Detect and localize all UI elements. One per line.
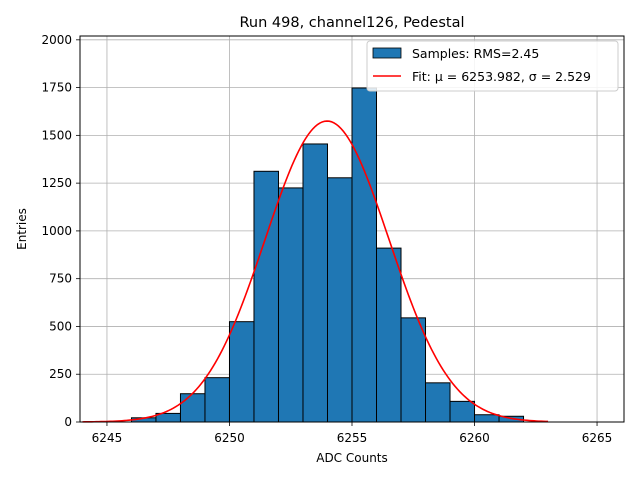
histogram-bar: [277, 187, 304, 423]
y-tick-label: 0: [64, 415, 72, 429]
y-tick-label: 500: [49, 319, 72, 333]
y-tick-label: 750: [49, 272, 72, 286]
histogram-bars: [130, 87, 525, 423]
histogram-bar: [326, 177, 353, 423]
y-tick-label: 2000: [41, 33, 72, 47]
legend-label-histogram: Samples: RMS=2.45: [412, 46, 539, 61]
legend-swatch-histogram: [372, 47, 402, 59]
y-tick-label: 1750: [41, 81, 72, 95]
y-axis-ticks: 0 250 500 750 1000 1250 1500 1750 2000: [41, 33, 80, 429]
histogram-bar: [474, 414, 500, 423]
legend-box: [366, 40, 619, 92]
x-axis-label: ADC Counts: [316, 451, 388, 465]
y-axis-label: Entries: [15, 208, 29, 250]
y-tick-label: 1000: [41, 224, 72, 238]
y-tick-label: 1250: [41, 176, 72, 190]
x-tick-label: 6255: [337, 431, 368, 445]
histogram-bar: [204, 377, 230, 423]
chart-title: Run 498, channel126, Pedestal: [239, 15, 464, 31]
histogram-bar: [425, 382, 451, 423]
histogram-bar: [400, 317, 427, 423]
legend: Samples: RMS=2.45 Fit: μ = 6253.982, σ =…: [366, 40, 619, 92]
x-tick-label: 6250: [214, 431, 245, 445]
y-tick-label: 250: [49, 367, 72, 381]
histogram-bar: [376, 247, 402, 423]
x-tick-label: 6265: [582, 431, 613, 445]
histogram-bar: [449, 400, 476, 423]
histogram-bar: [302, 143, 328, 423]
histogram-bar: [351, 87, 378, 423]
x-tick-label: 6245: [92, 431, 123, 445]
x-axis-ticks: 6245 6250 6255 6260 6265: [92, 422, 613, 445]
x-tick-label: 6260: [459, 431, 490, 445]
fit-curve: [82, 120, 549, 423]
histogram-bar: [228, 321, 255, 423]
histogram-bar: [179, 393, 206, 423]
legend-label-fit: Fit: μ = 6253.982, σ = 2.529: [412, 69, 591, 84]
y-tick-label: 1500: [41, 128, 72, 142]
